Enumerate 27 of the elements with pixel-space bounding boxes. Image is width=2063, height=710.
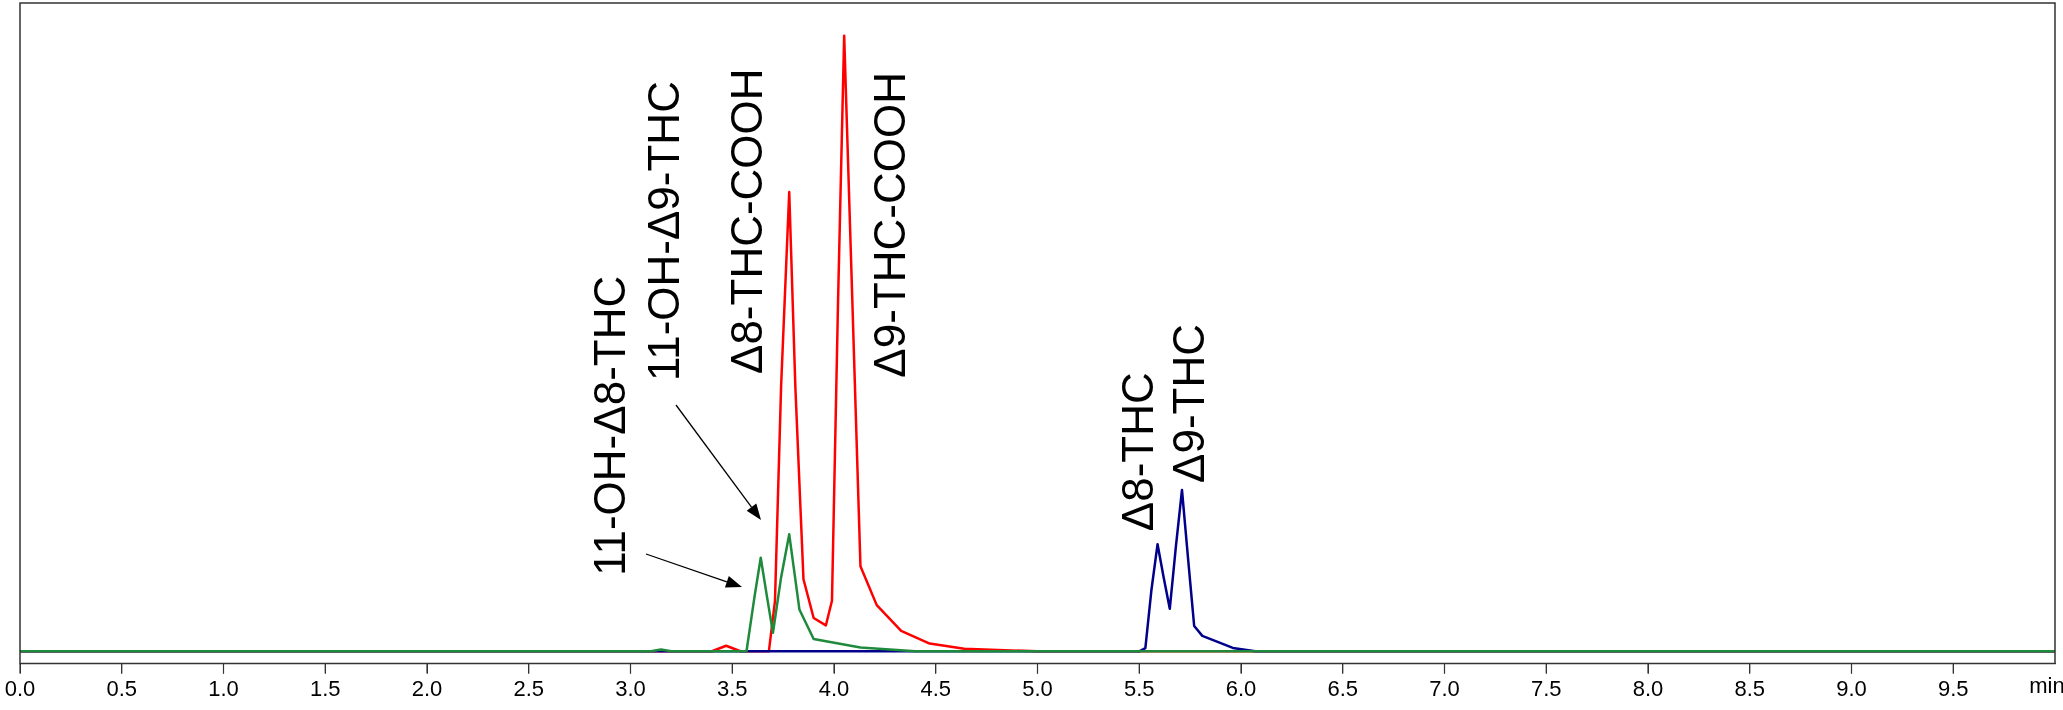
x-tick-label: 0.0 [4,675,36,701]
annotation: 11-OH-Δ8-THC [584,275,634,576]
x-tick-label: 4.0 [818,675,850,701]
x-tick-label: 0.5 [106,675,138,701]
x-axis-title: min [2029,672,2063,698]
x-tick-label: 8.5 [1734,675,1766,701]
x-tick-label: 4.5 [920,675,952,701]
x-tick-label: 9.5 [1937,675,1969,701]
x-tick-label: 3.5 [716,675,748,701]
annotation: 11-OH-Δ9-THC [639,81,689,381]
x-tick-label: 8.0 [1632,675,1664,701]
x-tick-label: 9.0 [1836,675,1867,701]
x-tick-label: 3.0 [615,675,646,701]
annotation: Δ8-THC [1112,372,1162,532]
annotation: Δ8-THC-COOH [722,68,772,375]
x-tick-label: 2.5 [513,675,545,701]
x-tick-label: 2.0 [411,675,443,701]
x-tick-label: 5.0 [1022,675,1053,701]
annotation: Δ9-THC-COOH [865,72,915,378]
annotation: Δ9-THC [1164,324,1214,483]
x-tick-label: 5.5 [1123,675,1155,701]
x-tick-label: 6.0 [1225,675,1257,701]
x-tick-label: 1.5 [309,675,341,701]
x-tick-label: 7.0 [1429,675,1460,701]
x-tick-label: 7.5 [1530,675,1562,701]
x-tick-label: 1.0 [208,675,239,701]
x-tick-label: 6.5 [1327,675,1359,701]
